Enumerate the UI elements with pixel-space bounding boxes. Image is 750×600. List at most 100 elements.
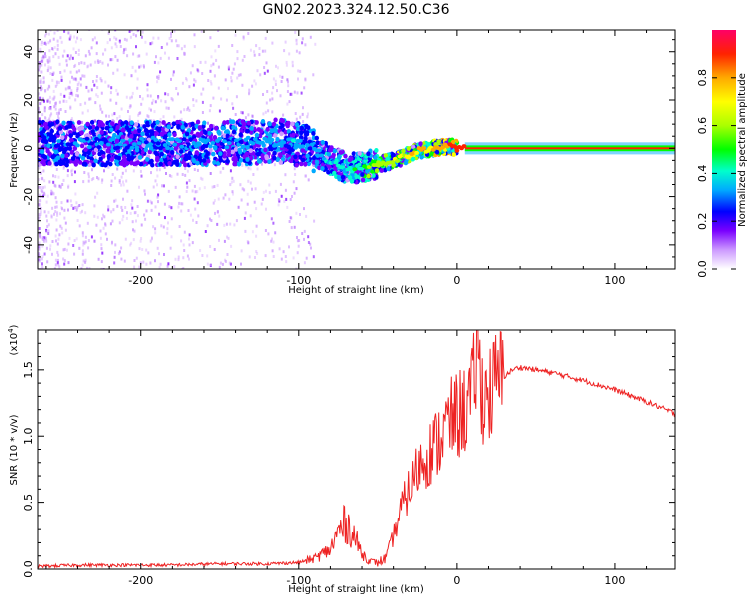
band-mark (79, 125, 85, 131)
noise-mark (62, 178, 65, 182)
noise-mark (45, 32, 48, 36)
noise-mark (284, 188, 287, 192)
noise-mark (303, 229, 306, 233)
noise-mark (167, 221, 169, 225)
band-mark (226, 152, 232, 158)
noise-mark (54, 263, 57, 267)
band-mark (188, 137, 193, 143)
noise-mark (66, 54, 69, 58)
noise-mark (224, 78, 227, 82)
noise-mark (59, 71, 62, 74)
noise-mark (61, 207, 63, 211)
noise-mark (186, 169, 189, 173)
noise-mark (144, 192, 146, 196)
band-mark (391, 152, 396, 158)
noise-mark (128, 115, 131, 119)
noise-mark (299, 115, 302, 119)
band-mark (311, 168, 316, 174)
band-mark (91, 162, 96, 168)
noise-mark (60, 75, 63, 79)
noise-mark (272, 77, 275, 81)
noise-mark (75, 206, 78, 209)
noise-mark (236, 135, 239, 139)
noise-mark (146, 83, 149, 87)
noise-mark (130, 30, 133, 32)
noise-mark (122, 214, 125, 218)
noise-mark (168, 174, 171, 178)
noise-mark (130, 203, 133, 207)
ridge-mark (134, 145, 140, 150)
noise-mark (155, 55, 157, 59)
noise-mark (193, 33, 196, 37)
ridge-mark (234, 138, 239, 143)
noise-mark (76, 94, 79, 98)
noise-mark (62, 257, 65, 261)
noise-mark (99, 229, 102, 233)
noise-mark (53, 126, 56, 129)
noise-mark (240, 262, 242, 266)
noise-mark (251, 187, 253, 191)
band-mark (357, 151, 362, 156)
noise-mark (84, 258, 87, 262)
noise-mark (83, 171, 86, 174)
noise-mark (86, 109, 89, 113)
x-tick-label: -200 (128, 274, 153, 287)
noise-mark (157, 96, 160, 100)
noise-mark (216, 183, 219, 187)
ridge-mark (290, 138, 296, 143)
y-tick-label: 0 (22, 145, 35, 152)
ridge-mark (226, 141, 232, 146)
noise-mark (68, 96, 71, 100)
noise-mark (41, 87, 44, 91)
band-mark (326, 151, 332, 157)
noise-mark (93, 239, 96, 243)
band-mark (290, 121, 295, 127)
noise-mark (57, 263, 60, 267)
band-mark (120, 121, 125, 126)
noise-mark (284, 40, 287, 44)
noise-mark (93, 36, 96, 40)
noise-mark (97, 257, 100, 261)
noise-mark (47, 60, 50, 64)
band-mark (291, 132, 296, 138)
noise-mark (279, 74, 281, 78)
band-mark (38, 132, 41, 137)
noise-mark (93, 83, 96, 87)
noise-mark (136, 77, 139, 81)
noise-mark (203, 186, 206, 190)
band-mark (304, 131, 310, 137)
noise-mark (103, 215, 106, 219)
noise-mark (243, 216, 246, 220)
band-mark (426, 142, 431, 147)
noise-mark (192, 104, 195, 107)
noise-mark (51, 73, 54, 76)
noise-mark (38, 68, 41, 72)
noise-mark (101, 110, 104, 114)
noise-mark (38, 65, 41, 69)
noise-mark (45, 200, 48, 204)
band-mark (114, 138, 120, 144)
noise-mark (306, 115, 309, 119)
noise-mark (67, 242, 70, 246)
noise-mark (271, 249, 274, 253)
noise-mark (247, 166, 250, 170)
noise-mark (284, 173, 287, 177)
noise-mark (54, 184, 57, 188)
noise-mark (224, 193, 227, 197)
noise-mark (63, 49, 66, 53)
noise-mark (95, 93, 98, 97)
band-mark (123, 120, 129, 125)
noise-mark (84, 54, 87, 58)
noise-mark (44, 89, 47, 92)
noise-mark (81, 203, 84, 207)
ridge-mark (414, 150, 419, 155)
noise-mark (42, 54, 45, 58)
y-tick-label: 1.0 (22, 427, 35, 445)
noise-mark (237, 205, 240, 209)
noise-mark (54, 175, 57, 179)
noise-mark (68, 37, 71, 41)
band-mark (275, 137, 280, 142)
noise-mark (149, 261, 152, 265)
noise-mark (87, 172, 90, 176)
